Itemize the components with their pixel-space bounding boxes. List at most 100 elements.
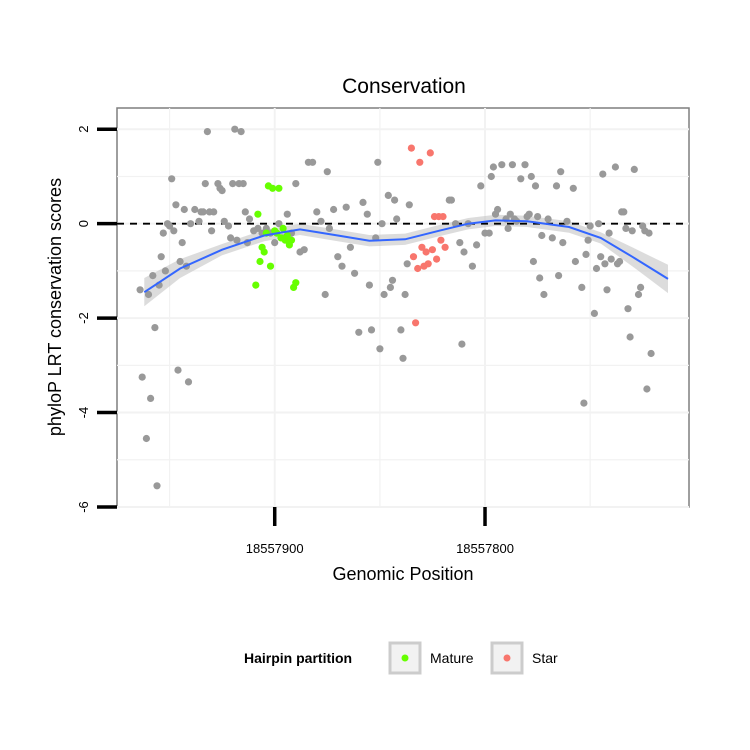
- point-other: [403, 260, 411, 268]
- point-other: [378, 220, 386, 228]
- point-other: [323, 168, 331, 176]
- point-other: [592, 264, 601, 273]
- point-other: [275, 220, 283, 228]
- point-other: [149, 272, 157, 280]
- point-other: [447, 196, 455, 204]
- x-tick-label: 18557900: [246, 541, 304, 556]
- point-other: [548, 234, 556, 242]
- point-other: [271, 239, 279, 247]
- point-other: [473, 241, 481, 249]
- point-other: [142, 434, 150, 443]
- point-other: [239, 180, 247, 188]
- point-other: [620, 208, 628, 216]
- point-other: [218, 187, 226, 195]
- point-other: [159, 229, 167, 237]
- point-star: [428, 246, 436, 254]
- point-other: [359, 198, 367, 206]
- point-other: [559, 239, 567, 247]
- point-other: [351, 269, 359, 277]
- point-other: [180, 205, 188, 214]
- point-mature: [269, 184, 277, 192]
- point-other: [569, 184, 577, 192]
- y-axis-label: phyloP LRT conservation scores: [45, 178, 65, 436]
- point-other: [578, 283, 586, 291]
- point-other: [172, 201, 180, 209]
- point-star: [414, 264, 422, 273]
- point-other: [595, 220, 603, 228]
- point-other: [338, 262, 346, 270]
- point-other: [321, 290, 329, 299]
- point-other: [184, 378, 193, 386]
- point-other: [582, 250, 590, 258]
- point-other: [557, 168, 565, 176]
- point-other: [363, 210, 371, 218]
- point-other: [199, 208, 207, 216]
- point-star: [433, 255, 441, 263]
- point-star: [422, 248, 430, 256]
- point-other: [367, 326, 376, 334]
- x-axis-label: Genomic Position: [332, 564, 473, 584]
- point-other: [647, 349, 655, 358]
- point-other: [622, 224, 630, 232]
- point-mature: [260, 248, 268, 256]
- y-tick-label: 0: [76, 220, 91, 227]
- point-other: [201, 180, 209, 188]
- point-other: [586, 222, 594, 230]
- point-other: [317, 217, 325, 225]
- point-other: [233, 236, 241, 244]
- point-other: [384, 191, 392, 199]
- point-mature: [256, 257, 264, 266]
- legend-dot-mature: [401, 654, 409, 662]
- point-other: [584, 236, 592, 244]
- point-star: [407, 144, 415, 152]
- point-other: [538, 231, 546, 240]
- point-other: [283, 210, 291, 218]
- point-other: [637, 283, 645, 291]
- point-other: [487, 172, 495, 181]
- point-other: [355, 328, 363, 336]
- legend: Hairpin partition Mature Star: [244, 641, 558, 675]
- smooth-band-area: [144, 214, 669, 307]
- point-star: [437, 236, 445, 244]
- point-other: [254, 224, 262, 232]
- point-other: [161, 267, 169, 275]
- point-other: [168, 175, 176, 183]
- point-other: [191, 205, 199, 214]
- point-other: [603, 286, 611, 294]
- legend-title: Hairpin partition: [244, 650, 352, 666]
- point-star: [426, 149, 434, 157]
- point-other: [195, 217, 203, 225]
- point-other: [605, 229, 613, 237]
- point-other: [203, 128, 211, 136]
- point-other: [628, 227, 636, 235]
- point-other: [220, 217, 228, 225]
- point-other: [468, 262, 476, 270]
- point-other: [397, 326, 405, 334]
- point-other: [174, 366, 182, 374]
- point-other: [599, 170, 607, 178]
- point-other: [405, 201, 413, 209]
- point-other: [540, 290, 548, 299]
- point-other: [229, 180, 237, 188]
- point-other: [292, 180, 300, 188]
- point-other: [393, 215, 401, 223]
- point-other: [342, 203, 350, 211]
- point-other: [624, 305, 632, 313]
- point-other: [401, 290, 409, 299]
- point-mature: [254, 210, 262, 218]
- point-other: [391, 196, 399, 204]
- point-other: [380, 290, 388, 299]
- data-points: [136, 125, 655, 490]
- point-other: [144, 290, 153, 299]
- y-tick-label: -2: [76, 312, 91, 324]
- point-other: [300, 246, 308, 254]
- point-other: [643, 385, 651, 393]
- x-tick-label: 18557800: [456, 541, 514, 556]
- point-star: [441, 243, 449, 251]
- point-other: [386, 283, 394, 291]
- point-other: [138, 373, 146, 381]
- point-other: [313, 208, 321, 216]
- point-other: [224, 222, 233, 230]
- point-other: [178, 239, 186, 247]
- point-other: [489, 163, 497, 171]
